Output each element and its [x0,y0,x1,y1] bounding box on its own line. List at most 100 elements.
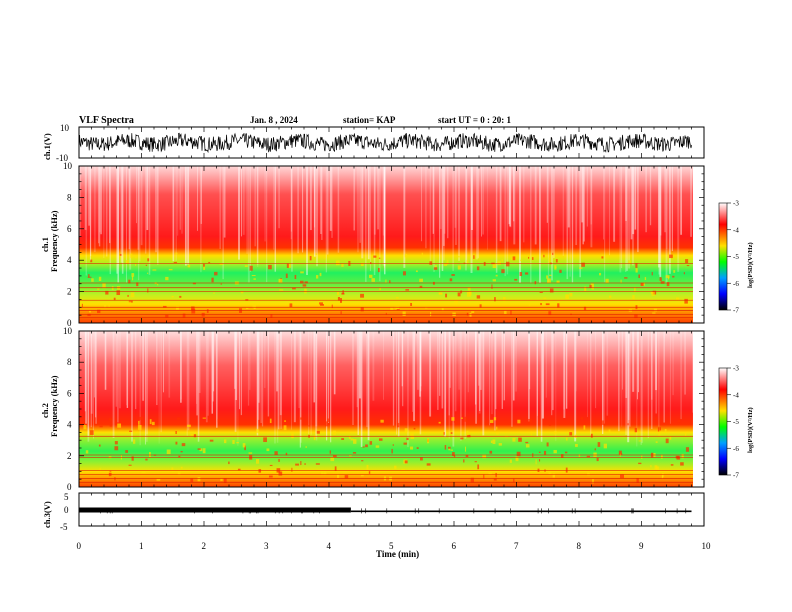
spectral-speck [618,450,622,455]
spectral-speck [489,450,493,454]
spectral-speck [410,436,415,439]
spectral-streak [298,331,300,409]
spectral-speck [443,263,448,266]
spectral-streak [392,331,395,426]
spectral-speck [501,259,503,263]
spectral-streak [528,331,531,390]
spectral-speck [509,459,512,463]
spectral-speck [166,449,171,455]
spectral-speck [446,259,449,265]
spectral-streak [195,331,198,404]
spectral-streak [352,331,354,425]
spectral-streak [501,331,503,409]
spectral-streak [449,331,451,388]
spectral-speck [608,429,611,433]
spectral-speck [652,312,656,314]
colorbar-ch2-label: log(PSD)(V²/Hz) [747,407,754,453]
ch2-spec-ytick-label: 4 [67,420,72,430]
spectral-streak [632,166,634,266]
spectral-streak [156,331,158,406]
spectral-speck [304,463,306,465]
spectral-speck [491,284,493,289]
ch1-spec-ytick-label: 0 [67,318,72,328]
spectral-speck [119,253,122,256]
spectral-speck [176,306,179,310]
spectral-speck [108,302,110,308]
spectral-speck [203,263,205,268]
spectral-streak [625,166,627,221]
spectral-streak [360,331,363,447]
spectral-streak [465,166,467,271]
spectral-streak [250,166,251,272]
spectral-streak [235,331,237,401]
spectral-streak [659,166,662,277]
spectral-streak [219,166,221,249]
spectral-speck [375,445,380,448]
spectral-speck [327,418,330,422]
spectral-speck [548,257,551,263]
spectral-speck [592,479,594,484]
spectral-streak [163,331,164,393]
spectral-speck [659,277,662,281]
spectral-speck [402,271,406,276]
spectral-speck [543,450,547,455]
spectral-streak [625,331,628,398]
spectral-streak [579,166,581,278]
spectral-speck [510,257,515,261]
spectral-speck [171,295,174,298]
spectral-streak [571,166,574,283]
spectral-streak [146,166,149,231]
spectral-speck [180,450,183,453]
spectral-streak [261,331,264,427]
spectral-speck [300,271,304,274]
spectral-streak [249,331,251,390]
spectral-speck [664,429,667,432]
spectral-speck [278,471,283,476]
spectral-speck [479,304,482,308]
spectral-speck [557,303,560,308]
spectral-streak [272,166,275,250]
spectral-speck [655,466,660,470]
spectral-streak [117,166,120,283]
spectral-streak [291,166,293,272]
spectral-streak [534,166,537,245]
spectral-streak [139,331,141,446]
spectral-streak [658,331,660,427]
ch2-spec-ytick-label: 10 [63,326,73,336]
spectral-speck [548,471,552,475]
spectral-speck [321,469,324,475]
spectral-speck [469,312,472,317]
spectral-speck [292,287,296,290]
spectral-speck [97,288,100,290]
spectral-speck [601,420,604,425]
spectral-streak [666,166,668,250]
spectral-streak [240,166,242,237]
colorbar-ch1-label: log(PSD)(V²/Hz) [747,242,754,288]
spectral-speck [179,295,182,298]
spectral-speck [291,467,293,472]
spectral-streak [129,166,132,270]
spectral-speck [147,288,149,293]
spectral-streak [432,166,434,234]
spectral-speck [476,266,480,271]
spectral-speck [333,455,337,458]
spectral-speck [404,428,408,433]
spectral-streak [179,166,181,230]
spectral-speck [564,451,568,454]
spectral-streak [530,166,532,284]
spectral-speck [580,417,584,420]
spectral-speck [171,467,174,473]
spectral-speck [543,297,547,299]
spectral-speck [304,281,308,284]
spectral-speck [129,430,133,432]
spectral-streak [452,331,455,447]
spectral-streak [590,166,592,225]
spectral-speck [190,433,194,437]
spectral-speck [300,461,302,466]
spectral-speck [395,306,400,310]
colorbar-tick-label: -5 [733,253,739,261]
spectral-speck [88,274,90,278]
spectral-streak [160,331,162,433]
spectral-streak [88,166,90,226]
spectral-speck [586,455,590,458]
